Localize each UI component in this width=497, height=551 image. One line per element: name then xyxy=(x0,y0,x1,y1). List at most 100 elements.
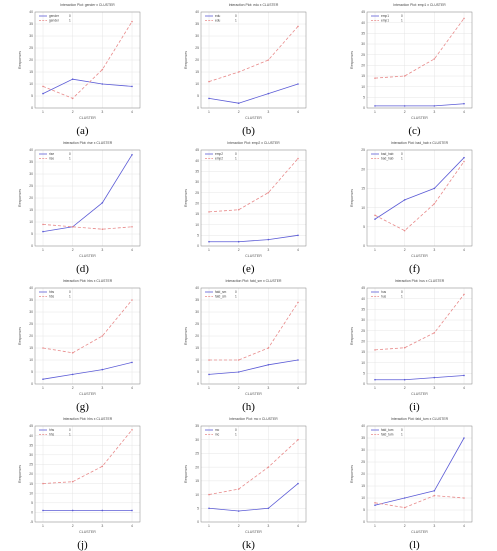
y-tick-label: 5 xyxy=(197,370,199,374)
x-axis-label: CLUSTER xyxy=(245,116,262,120)
data-point xyxy=(433,332,436,334)
x-tick-label: 1 xyxy=(42,524,44,528)
data-point xyxy=(374,349,376,351)
y-tick-label: 10 xyxy=(29,358,33,362)
x-tick-label: 1 xyxy=(208,386,210,390)
y-tick-label: 30 xyxy=(361,448,365,452)
y-tick-label: 40 xyxy=(195,286,199,290)
chart-svg: Interaction Plot: bad_hab x CLUSTER05101… xyxy=(350,141,473,258)
data-point xyxy=(208,211,210,213)
data-point xyxy=(433,376,436,379)
data-point xyxy=(237,208,240,211)
y-tick-label: 15 xyxy=(361,350,365,354)
y-axis-label: Responses xyxy=(18,327,22,345)
y-axis-label: Responses xyxy=(184,189,188,207)
chart-svg: Interaction Plot: hus x CLUSTER051015202… xyxy=(350,279,473,396)
data-point xyxy=(42,230,44,233)
legend-name: rise xyxy=(49,152,54,156)
legend-level: 1 xyxy=(401,433,403,437)
y-tick-label: 20 xyxy=(195,465,199,469)
y-tick-label: 25 xyxy=(195,191,199,195)
legend-name: hhs xyxy=(49,428,55,432)
legend-level: 0 xyxy=(69,14,71,18)
chart-svg: Interaction Plot: rise x CLUSTER05101520… xyxy=(18,141,141,258)
x-tick-label: 2 xyxy=(238,248,240,252)
y-tick-label: 25 xyxy=(29,184,33,188)
legend-name: hbs xyxy=(49,290,55,294)
y-tick-label: 30 xyxy=(195,310,199,314)
plot-frame xyxy=(34,149,141,247)
series-line xyxy=(42,224,133,230)
x-tick-label: 1 xyxy=(42,248,44,252)
y-tick-label: 5 xyxy=(363,225,365,229)
data-point xyxy=(42,223,44,226)
y-tick-label: 5 xyxy=(363,508,365,512)
y-axis-label: Responses xyxy=(18,51,22,69)
x-tick-label: 4 xyxy=(131,110,133,114)
chart-panel: Interaction Plot: edu x CLUSTER 0 5 10 15 20 2… xyxy=(166,0,331,137)
data-point xyxy=(237,240,240,243)
chart-title: Interaction Plot: fatd_sm x CLUSTER xyxy=(226,279,283,283)
data-point xyxy=(208,80,210,83)
series-line xyxy=(375,103,465,107)
y-tick-label: 40 xyxy=(29,10,33,14)
y-axis-label: Responses xyxy=(184,327,188,345)
legend-name: emp2 xyxy=(215,157,223,161)
series-line xyxy=(374,18,465,79)
y-tick-label: 10 xyxy=(195,82,199,86)
chart-panel: Interaction Plot: fatd_sm x CLUSTER 0 5 10 1… xyxy=(166,276,331,413)
x-tick-label: 4 xyxy=(131,386,133,390)
data-point xyxy=(403,378,406,381)
x-tick-label: 4 xyxy=(297,110,299,114)
y-tick-label: 35 xyxy=(361,436,365,440)
series-line xyxy=(42,299,133,354)
legend-level: 1 xyxy=(235,157,237,161)
data-point xyxy=(71,509,74,512)
legend-level: 0 xyxy=(69,290,71,294)
x-tick-label: 4 xyxy=(463,248,465,252)
x-tick-label: 1 xyxy=(208,110,210,114)
series-line xyxy=(42,78,133,94)
plot-frame xyxy=(34,11,141,109)
x-tick-label: 1 xyxy=(374,386,376,390)
y-tick-label: 15 xyxy=(29,346,33,350)
x-tick-label: 3 xyxy=(101,248,103,252)
data-point xyxy=(237,510,240,512)
data-point xyxy=(297,438,299,441)
y-tick-label: 40 xyxy=(195,10,199,14)
y-tick-label: 35 xyxy=(195,298,199,302)
legend-level: 0 xyxy=(235,290,237,294)
data-point xyxy=(267,191,270,194)
legend-name: bad_hab xyxy=(381,152,394,156)
legend-level: 1 xyxy=(69,433,71,437)
data-point xyxy=(374,378,376,381)
y-tick-label: 10 xyxy=(29,220,33,224)
y-tick-label: 25 xyxy=(361,148,365,152)
y-tick-label: 25 xyxy=(361,329,365,333)
data-point xyxy=(208,507,210,510)
data-point xyxy=(463,17,465,20)
data-point xyxy=(433,494,436,497)
x-tick-label: 4 xyxy=(297,248,299,252)
y-tick-label: 20 xyxy=(29,472,33,476)
x-axis-label: CLUSTER xyxy=(79,392,96,396)
y-tick-label: 10 xyxy=(195,493,199,497)
y-tick-label: 25 xyxy=(195,46,199,50)
panel-label: (i) xyxy=(409,401,420,413)
chart-svg: Interaction Plot: mc x CLUSTER0510152025… xyxy=(184,417,307,534)
y-tick-label: 10 xyxy=(361,206,365,210)
y-tick-label: 40 xyxy=(195,159,199,163)
y-axis-label: Responses xyxy=(350,465,354,483)
panel-label: (l) xyxy=(409,539,420,551)
series-line xyxy=(208,26,299,82)
x-tick-label: 4 xyxy=(297,524,299,528)
y-tick-label: -5 xyxy=(30,520,33,524)
legend-level: 1 xyxy=(401,157,403,161)
chart-title: Interaction Plot: edu x CLUSTER xyxy=(229,3,279,7)
chart-svg: Interaction Plot: edu x CLUSTER051015202… xyxy=(184,3,307,120)
data-point xyxy=(403,75,406,77)
x-tick-label: 2 xyxy=(72,248,74,252)
x-axis-label: CLUSTER xyxy=(245,530,262,534)
y-tick-label: 0 xyxy=(197,382,199,386)
panel-label: (h) xyxy=(242,401,255,413)
